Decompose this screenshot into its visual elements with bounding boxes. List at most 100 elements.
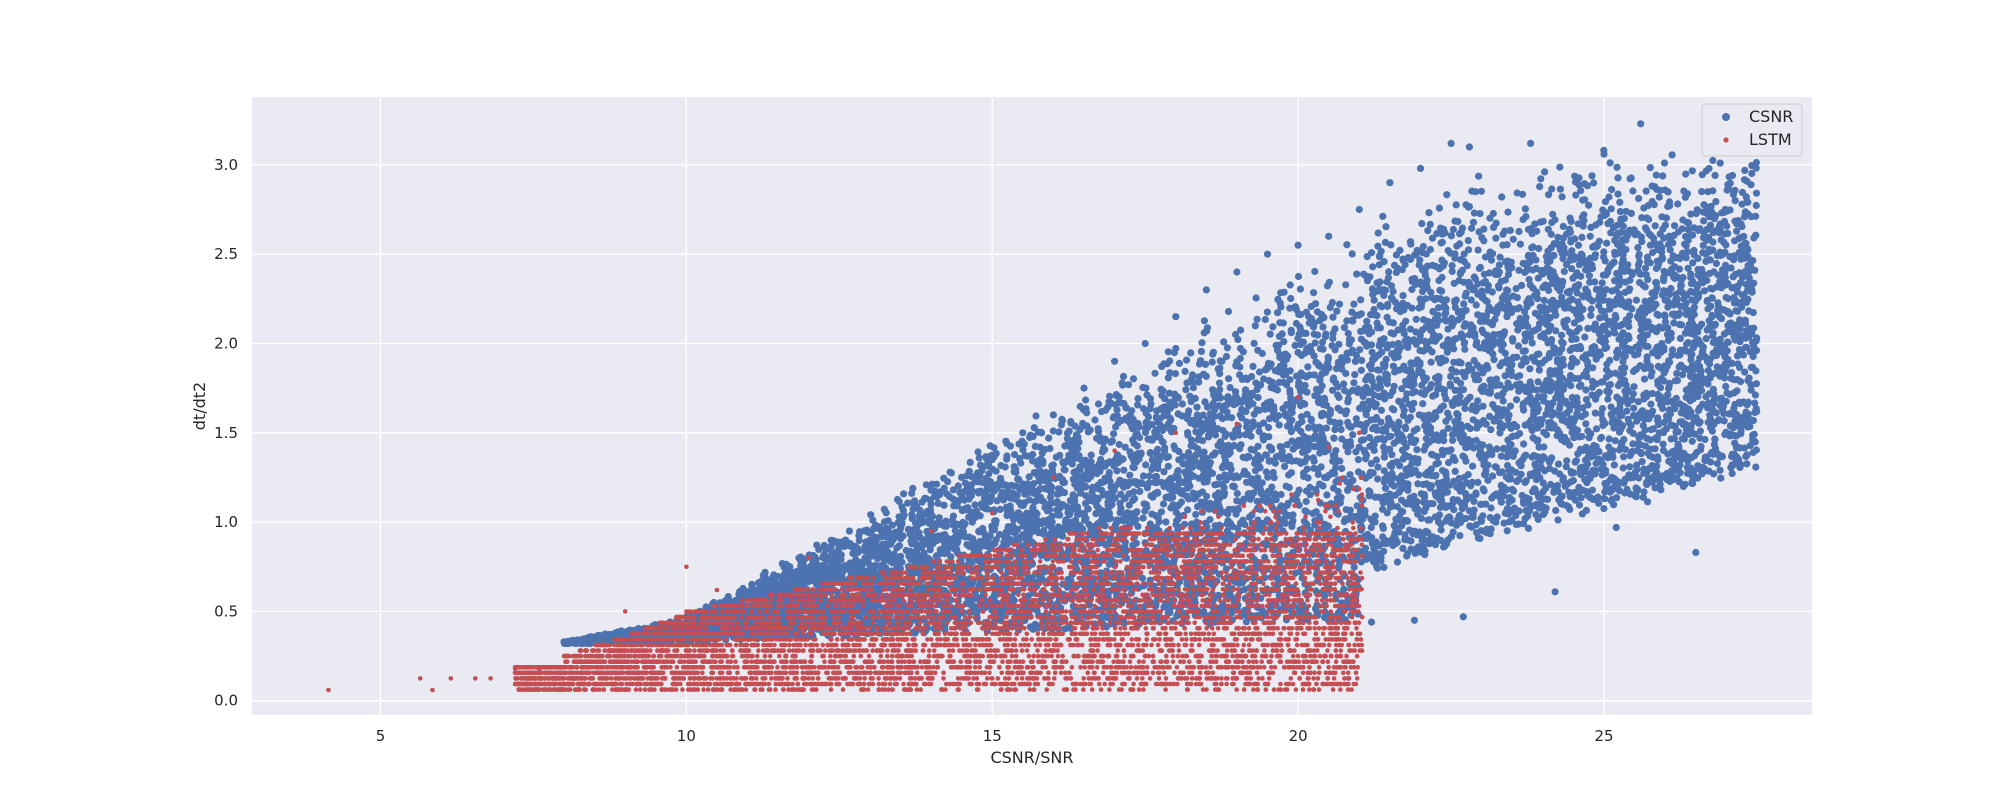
csnr-point bbox=[1440, 386, 1449, 394]
csnr-point bbox=[1600, 505, 1608, 513]
csnr-point bbox=[1682, 170, 1690, 178]
csnr-point bbox=[1592, 380, 1601, 388]
csnr-point bbox=[1479, 402, 1487, 410]
csnr-point bbox=[1489, 250, 1497, 258]
csnr-point bbox=[1533, 350, 1541, 359]
csnr-point bbox=[995, 530, 1004, 539]
csnr-point bbox=[1448, 365, 1456, 374]
csnr-point bbox=[1562, 261, 1571, 269]
csnr-point bbox=[1454, 217, 1462, 226]
csnr-point bbox=[1344, 329, 1352, 338]
csnr-point bbox=[1483, 298, 1491, 306]
csnr-point bbox=[943, 490, 951, 498]
csnr-point bbox=[1037, 429, 1046, 437]
csnr-point bbox=[1443, 191, 1451, 199]
csnr-point bbox=[1303, 454, 1311, 462]
csnr-point bbox=[1123, 509, 1131, 517]
csnr-point bbox=[1030, 424, 1038, 432]
csnr-point bbox=[1164, 462, 1172, 470]
csnr-point bbox=[1372, 456, 1380, 464]
csnr-point bbox=[1373, 319, 1381, 327]
csnr-point bbox=[1675, 265, 1684, 273]
csnr-point bbox=[1590, 179, 1598, 187]
csnr-point bbox=[922, 481, 930, 489]
csnr-point bbox=[1094, 400, 1103, 408]
csnr-point bbox=[1029, 450, 1037, 459]
csnr-point bbox=[1387, 241, 1395, 249]
csnr-point bbox=[1582, 420, 1590, 428]
csnr-point bbox=[1252, 294, 1260, 302]
csnr-point bbox=[1434, 459, 1442, 467]
csnr-point bbox=[1508, 485, 1516, 493]
csnr-point bbox=[1268, 446, 1276, 454]
csnr-point bbox=[1383, 302, 1391, 311]
csnr-point bbox=[1328, 342, 1336, 350]
csnr-point bbox=[1622, 381, 1630, 389]
csnr-point bbox=[1629, 187, 1637, 195]
csnr-point bbox=[1360, 270, 1368, 278]
csnr-point bbox=[1520, 440, 1528, 448]
csnr-point bbox=[1443, 348, 1451, 356]
csnr-point bbox=[1712, 198, 1720, 206]
csnr-point bbox=[1474, 246, 1482, 254]
csnr-point bbox=[1182, 386, 1190, 394]
csnr-point bbox=[1314, 331, 1322, 339]
csnr-point bbox=[1752, 158, 1760, 167]
csnr-point bbox=[1296, 285, 1304, 293]
csnr-point bbox=[1128, 407, 1136, 415]
csnr-point bbox=[1197, 347, 1205, 355]
csnr-point bbox=[1515, 227, 1523, 236]
csnr-point bbox=[1266, 330, 1274, 338]
csnr-point bbox=[1382, 223, 1390, 231]
csnr-point bbox=[1426, 220, 1434, 228]
csnr-point bbox=[1436, 359, 1444, 367]
csnr-point bbox=[1501, 227, 1509, 235]
csnr-point bbox=[1486, 412, 1494, 420]
csnr-point bbox=[1225, 375, 1233, 383]
csnr-point bbox=[1125, 501, 1133, 509]
csnr-point bbox=[1640, 488, 1648, 496]
csnr-point bbox=[1586, 232, 1594, 240]
csnr-point bbox=[1711, 171, 1719, 179]
csnr-point bbox=[1706, 256, 1714, 264]
csnr-point bbox=[1208, 358, 1216, 366]
csnr-point bbox=[1614, 190, 1622, 198]
csnr-point bbox=[1333, 307, 1341, 315]
csnr-point bbox=[1629, 390, 1637, 398]
csnr-point bbox=[1676, 334, 1684, 343]
csnr-point bbox=[1540, 428, 1548, 436]
csnr-point bbox=[1418, 220, 1426, 228]
csnr-point bbox=[1296, 458, 1304, 466]
csnr-point bbox=[1091, 416, 1099, 424]
csnr-point bbox=[1449, 225, 1457, 234]
csnr-point bbox=[1311, 392, 1319, 400]
csnr-point bbox=[1427, 465, 1435, 473]
csnr-point bbox=[1484, 476, 1492, 484]
csnr-point bbox=[1379, 212, 1387, 220]
csnr-point bbox=[1568, 265, 1576, 273]
csnr-point bbox=[1419, 242, 1427, 251]
csnr-point bbox=[1136, 487, 1144, 495]
csnr-point bbox=[1367, 460, 1375, 468]
csnr-point bbox=[1554, 481, 1562, 490]
csnr-point bbox=[1435, 277, 1443, 285]
csnr-point bbox=[1489, 209, 1497, 218]
csnr-point bbox=[1460, 300, 1468, 308]
csnr-point bbox=[1503, 241, 1511, 249]
csnr-point bbox=[1552, 327, 1560, 335]
csnr-point bbox=[1427, 358, 1435, 366]
csnr-point bbox=[1338, 464, 1346, 473]
csnr-point bbox=[1550, 488, 1558, 496]
csnr-point bbox=[1722, 293, 1730, 302]
csnr-point bbox=[1053, 499, 1061, 507]
csnr-point bbox=[1154, 464, 1162, 472]
csnr-point bbox=[1161, 444, 1169, 452]
csnr-point bbox=[1250, 339, 1258, 347]
csnr-point bbox=[1143, 391, 1151, 399]
csnr-point bbox=[1545, 327, 1553, 335]
csnr-point bbox=[1428, 234, 1437, 242]
csnr-point bbox=[1752, 446, 1760, 454]
csnr-point bbox=[1531, 357, 1539, 365]
csnr-point bbox=[1486, 514, 1494, 522]
csnr-point bbox=[1531, 220, 1539, 228]
